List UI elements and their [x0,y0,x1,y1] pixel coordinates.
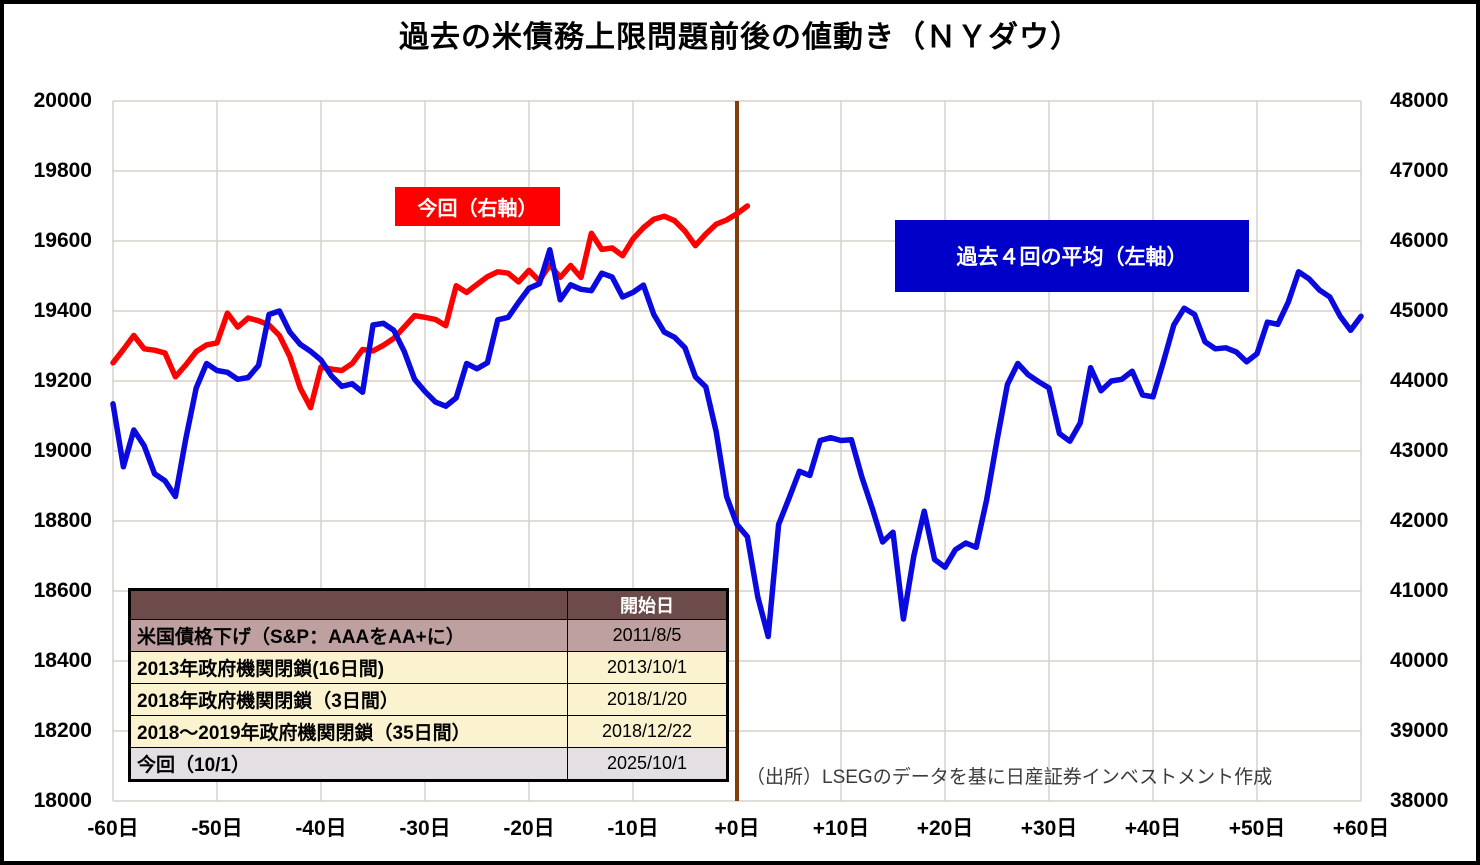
y-left-tick-label: 20000 [33,89,92,112]
event-label-cell: 今回（10/1） [129,747,568,781]
x-tick-label: +10日 [812,817,870,840]
events-table: 開始日 米国債格下げ（S&P：AAAをAA+に） 2011/8/5 2013年政府機… [128,588,729,782]
y-right-tick-label: 42000 [1390,509,1449,532]
events-table-header-row: 開始日 [129,589,728,620]
x-tick-label: -50日 [191,817,243,840]
events-table-row: 2018～2019年政府機関閉鎖（35日間） 2018/12/22 [129,715,728,748]
y-right-tick-label: 40000 [1390,649,1449,672]
event-date-cell: 2025/10/1 [567,747,728,781]
x-tick-label: +20日 [916,817,974,840]
legend-current-series: 今回（右軸） [395,187,560,226]
y-left-tick-label: 18200 [33,719,92,742]
x-tick-label: -20日 [503,817,555,840]
y-right-tick-label: 44000 [1390,369,1449,392]
event-date-cell: 2013/10/1 [567,651,728,684]
event-label-cell: 米国債格下げ（S&P：AAAをAA+に） [129,619,568,652]
events-table-row: 2013年政府機関閉鎖(16日間) 2013/10/1 [129,651,728,684]
y-right-tick-label: 38000 [1390,789,1449,812]
event-label-cell: 2018～2019年政府機関閉鎖（35日間） [129,715,568,748]
event-label-cell: 2018年政府機関閉鎖（3日間） [129,683,568,716]
legend-average-series: 過去４回の平均（左軸） [895,220,1249,292]
y-left-tick-label: 19600 [33,229,92,252]
y-right-tick-label: 48000 [1390,89,1449,112]
chart-title: 過去の米債務上限問題前後の値動き（ＮＹダウ） [399,21,1081,54]
y-right-tick-label: 46000 [1390,229,1449,252]
y-left-tick-label: 19400 [33,299,92,322]
series-current-line [110,203,751,411]
x-tick-label: -60日 [87,817,139,840]
x-tick-label: -40日 [295,817,347,840]
x-tick-label: +50日 [1228,817,1286,840]
y-right-tick-label: 43000 [1390,439,1449,462]
x-tick-label: -10日 [607,817,659,840]
y-left-tick-label: 18600 [33,579,92,602]
event-date-cell: 2011/8/5 [567,619,728,652]
event-date-cell: 2018/1/20 [567,683,728,716]
x-tick-label: +30日 [1020,817,1078,840]
y-right-tick-label: 45000 [1390,299,1449,322]
series-average-line [110,247,1364,640]
event-label-cell: 2013年政府機関閉鎖(16日間) [129,651,568,684]
y-left-tick-label: 18000 [33,789,92,812]
y-right-tick-label: 41000 [1390,579,1449,602]
legend-current-label: 今回（右軸） [417,198,538,220]
events-table-row: 米国債格下げ（S&P：AAAをAA+に） 2011/8/5 [129,619,728,652]
x-tick-label: -30日 [399,817,451,840]
legend-average-label: 過去４回の平均（左軸） [956,246,1188,269]
y-right-tick-label: 39000 [1390,719,1449,742]
y-left-tick-label: 19800 [33,159,92,182]
events-header-empty-cell [129,589,568,620]
events-table-row: 今回（10/1） 2025/10/1 [129,747,728,781]
source-note: （出所）LSEGのデータを基に日産証券インベストメント作成 [746,767,1273,788]
y-left-tick-label: 19000 [33,439,92,462]
event-date-cell: 2018/12/22 [567,715,728,748]
x-tick-label: +40日 [1124,817,1182,840]
x-tick-label: +60日 [1332,817,1390,840]
y-left-tick-label: 18800 [33,509,92,532]
x-tick-label: +0日 [714,817,760,840]
y-left-tick-label: 18400 [33,649,92,672]
y-left-tick-label: 19200 [33,369,92,392]
events-header-date-cell: 開始日 [567,589,728,620]
y-right-tick-label: 47000 [1390,159,1449,182]
events-table-row: 2018年政府機関閉鎖（3日間） 2018/1/20 [129,683,728,716]
